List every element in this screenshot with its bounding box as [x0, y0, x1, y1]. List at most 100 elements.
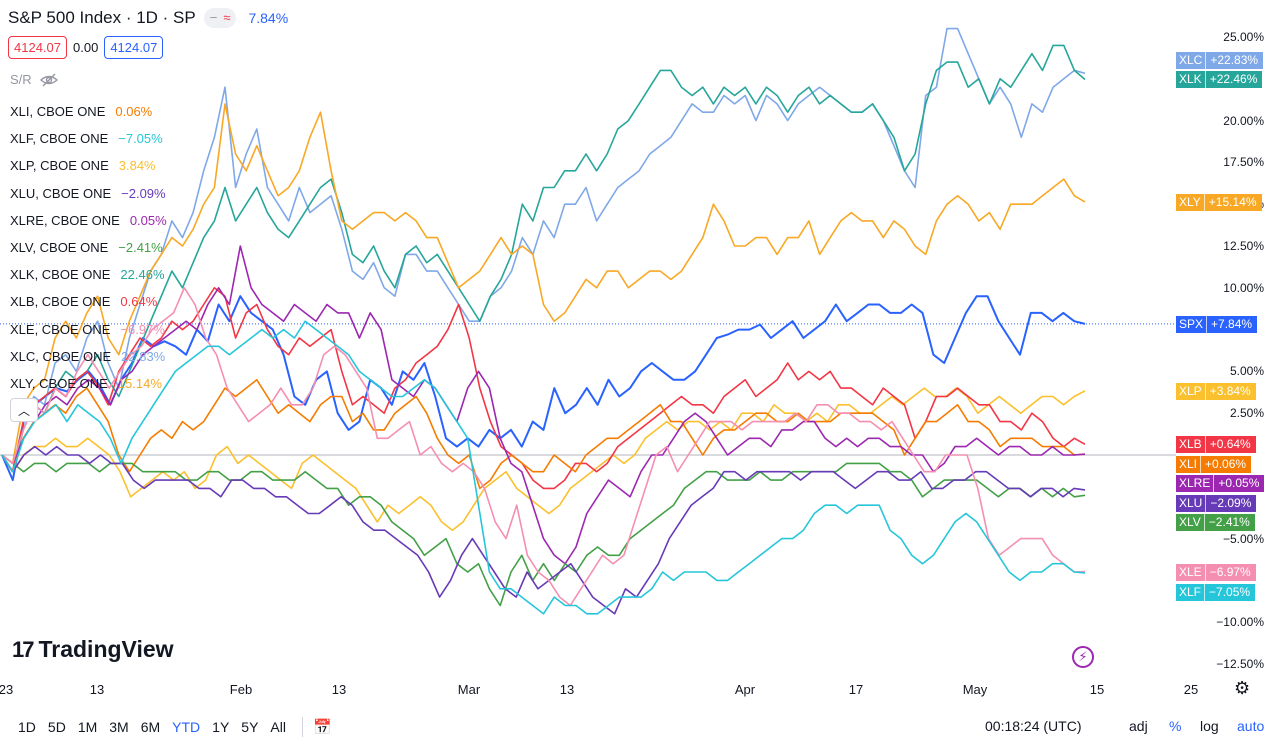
- legend-value: −7.05%: [118, 131, 163, 147]
- series-layer: [1, 27, 1086, 615]
- chevron-up-icon: ︿: [17, 403, 30, 418]
- legend-name: XLK, CBOE ONE: [10, 267, 111, 283]
- x-tick-label: Feb: [229, 682, 253, 697]
- legend-row[interactable]: XLRE, CBOE ONE 0.05%: [10, 207, 167, 234]
- series-line-xlp[interactable]: [1, 387, 1086, 532]
- series-line-xlb[interactable]: [1, 286, 1086, 490]
- legend-value: 3.84%: [118, 158, 156, 174]
- price-label-spx[interactable]: SPX +7.84%: [1176, 316, 1258, 333]
- legend-row[interactable]: XLC, CBOE ONE 22.83%: [10, 343, 167, 370]
- y-tick-label: −5.00%: [1222, 531, 1264, 546]
- legend-collapse-button[interactable]: ︿: [10, 398, 38, 422]
- price-label-ticker: SPX: [1179, 317, 1204, 331]
- auto-scale-toggle[interactable]: auto: [1237, 718, 1265, 734]
- percent-scale-toggle[interactable]: %: [1169, 718, 1182, 734]
- calendar-goto-icon[interactable]: 📅: [312, 719, 332, 736]
- toolbar-divider: [301, 717, 303, 737]
- series-line-spx[interactable]: [1, 295, 1086, 482]
- bottom-toolbar: 1D 5D 1M 3M 6M YTD 1Y 5Y All 📅: [0, 712, 1280, 742]
- lightning-icon[interactable]: ⚡: [1072, 646, 1094, 668]
- price-label-value: −6.97%: [1204, 564, 1256, 581]
- price-label-xle[interactable]: XLE −6.97%: [1176, 564, 1256, 581]
- range-button-all[interactable]: All: [270, 719, 286, 735]
- x-tick-label: 25: [1183, 682, 1199, 697]
- sell-price-box[interactable]: 4124.07: [8, 36, 67, 59]
- tv-logo-text: TradingView: [38, 636, 174, 662]
- legend-name: XLB, CBOE ONE: [10, 294, 111, 310]
- price-label-xlb[interactable]: XLB +0.64%: [1176, 436, 1256, 453]
- price-label-xlf[interactable]: XLF −7.05%: [1176, 584, 1256, 601]
- adj-toggle[interactable]: adj: [1129, 718, 1148, 734]
- legend-name: XLP, CBOE ONE: [10, 158, 109, 174]
- chart-header: S&P 500 Index · 1D · SP − ≈ 7.84%: [8, 6, 288, 30]
- eye-off-icon[interactable]: [39, 73, 58, 87]
- legend-value: 0.05%: [129, 212, 167, 228]
- range-button-6m[interactable]: 6M: [140, 719, 161, 735]
- price-label-xlv[interactable]: XLV −2.41%: [1176, 514, 1255, 531]
- indicator-legend: XLI, CBOE ONE 0.06% XLF, CBOE ONE −7.05% XLP…: [10, 98, 167, 397]
- legend-row[interactable]: XLV, CBOE ONE −2.41%: [10, 234, 167, 261]
- series-line-xli[interactable]: [1, 378, 1086, 490]
- gear-icon[interactable]: ⚙: [1234, 678, 1251, 698]
- price-label-ticker: XLK: [1179, 72, 1202, 86]
- price-label-xlc[interactable]: XLC +22.83%: [1176, 52, 1264, 69]
- x-tick-label: May: [962, 682, 988, 697]
- legend-row[interactable]: XLY, CBOE ONE 15.14%: [10, 370, 167, 397]
- header-toggle-group[interactable]: − ≈: [203, 8, 237, 28]
- series-line-xlk[interactable]: [1, 44, 1086, 473]
- x-tick-label: 13: [559, 682, 575, 697]
- price-label-ticker: XLRE: [1179, 476, 1211, 490]
- legend-row[interactable]: XLF, CBOE ONE −7.05%: [10, 125, 167, 152]
- legend-row[interactable]: XLK, CBOE ONE 22.46%: [10, 261, 167, 288]
- y-tick-label: 17.50%: [1223, 155, 1264, 170]
- legend-row[interactable]: XLE, CBOE ONE −6.97%: [10, 316, 167, 343]
- price-label-value: +0.06%: [1200, 456, 1251, 473]
- y-tick-label: 5.00%: [1229, 364, 1264, 379]
- price-label-ticker: XLP: [1179, 384, 1202, 398]
- legend-row[interactable]: XLU, CBOE ONE −2.09%: [10, 180, 167, 207]
- price-label-xlre[interactable]: XLRE +0.05%: [1176, 475, 1265, 492]
- price-label-ticker: XLC: [1179, 53, 1203, 67]
- range-button-5y[interactable]: 5Y: [241, 719, 259, 735]
- legend-row[interactable]: XLP, CBOE ONE 3.84%: [10, 152, 167, 179]
- series-line-xlv[interactable]: [1, 454, 1086, 607]
- series-line-xlu[interactable]: [1, 445, 1086, 615]
- x-tick-label: 17: [848, 682, 864, 697]
- symbol-change: 7.84%: [248, 10, 289, 26]
- y-tick-label: 2.50%: [1229, 406, 1264, 421]
- price-label-xlk[interactable]: XLK +22.46%: [1176, 71, 1263, 88]
- price-label-xlu[interactable]: XLU −2.09%: [1176, 495, 1257, 512]
- price-label-xly[interactable]: XLY +15.14%: [1176, 194, 1262, 211]
- range-button-1d[interactable]: 1D: [18, 719, 36, 735]
- range-button-1m[interactable]: 1M: [77, 719, 98, 735]
- range-button-5d[interactable]: 5D: [47, 719, 66, 735]
- utc-clock[interactable]: 00:18:24 (UTC): [985, 718, 1082, 734]
- legend-value: 0.64%: [120, 294, 158, 310]
- price-label-xlp[interactable]: XLP +3.84%: [1176, 383, 1256, 400]
- legend-name: XLY, CBOE ONE: [10, 375, 108, 391]
- legend-name: XLC, CBOE ONE: [10, 348, 112, 364]
- x-tick-label: Apr: [734, 682, 756, 697]
- minus-icon[interactable]: −: [209, 10, 218, 25]
- log-scale-toggle[interactable]: log: [1200, 718, 1219, 734]
- wave-icon[interactable]: ≈: [223, 10, 231, 25]
- series-line-xly[interactable]: [1, 103, 1086, 465]
- range-button-ytd[interactable]: YTD: [172, 719, 201, 735]
- sr-indicator[interactable]: S/R: [10, 72, 58, 87]
- spread-value: 0.00: [73, 40, 99, 55]
- symbol-title[interactable]: S&P 500 Index · 1D · SP: [8, 8, 196, 27]
- price-label-value: −2.41%: [1203, 514, 1255, 531]
- legend-row[interactable]: XLI, CBOE ONE 0.06%: [10, 98, 167, 125]
- x-tick-label: 13: [331, 682, 347, 697]
- price-label-ticker: XLE: [1179, 565, 1202, 579]
- range-button-1y[interactable]: 1Y: [212, 719, 230, 735]
- series-line-xlre[interactable]: [1, 245, 1086, 565]
- tradingview-logo[interactable]: 17 TradingView: [12, 636, 174, 663]
- price-label-xli[interactable]: XLI +0.06%: [1176, 456, 1252, 473]
- series-line-xlf[interactable]: [1, 320, 1086, 615]
- buy-price-box[interactable]: 4124.07: [104, 36, 164, 59]
- range-button-3m[interactable]: 3M: [109, 719, 129, 735]
- legend-row[interactable]: XLB, CBOE ONE 0.64%: [10, 288, 167, 315]
- series-line-xle[interactable]: [1, 286, 1086, 607]
